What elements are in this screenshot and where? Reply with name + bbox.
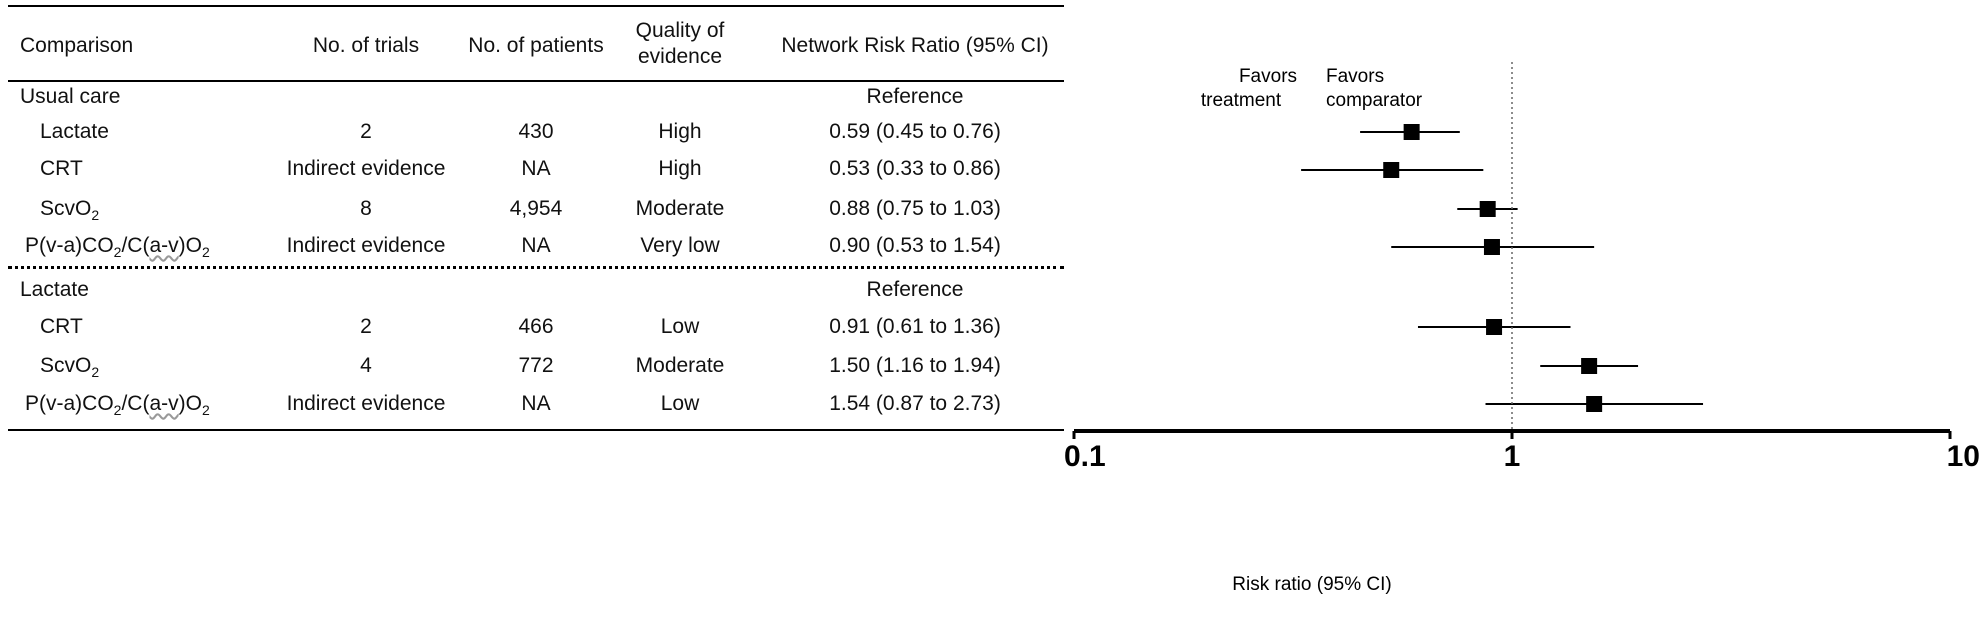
row-trials: 4 <box>360 354 372 377</box>
table-top-rule <box>8 5 1064 7</box>
row-label-subscript: 2 <box>113 402 122 419</box>
row-risk-ratio: 0.88 (0.75 to 1.03) <box>829 197 1001 220</box>
row-label: P(v-a)CO2/C(a-v)O2 <box>25 391 210 423</box>
row-label: P(v-a)CO2/C(a-v)O2 <box>25 233 210 265</box>
row-quality: Moderate <box>635 197 725 220</box>
row-trials: 2 <box>360 120 372 143</box>
row-risk-ratio: 0.91 (0.61 to 1.36) <box>829 315 1001 338</box>
row-trials: Indirect evidence <box>286 234 446 257</box>
row-label-part: )O <box>178 234 202 257</box>
row-label-subscript: 2 <box>91 207 100 224</box>
group-reference-value: Reference <box>866 85 964 108</box>
row-label-part: a-v <box>149 392 179 415</box>
row-label: ScvO2 <box>40 196 99 228</box>
favors-comparator-line1: Favors <box>1326 66 1384 87</box>
row-risk-ratio: 0.59 (0.45 to 0.76) <box>829 120 1001 143</box>
row-label-part: P(v-a)CO <box>25 392 114 415</box>
x-axis-title: Risk ratio (95% CI) <box>1232 574 1391 595</box>
point-estimate-marker <box>1479 201 1496 217</box>
header-quality-line2: evidence <box>637 45 723 68</box>
favors-treatment-line2: treatment <box>1201 90 1282 111</box>
row-quality: High <box>658 157 702 180</box>
row-patients: 4,954 <box>509 197 563 220</box>
header-trials: No. of trials <box>312 34 420 57</box>
header-patients: No. of patients <box>468 34 604 57</box>
row-quality: High <box>658 120 702 143</box>
row-patients: 430 <box>518 120 554 143</box>
table-header-rule <box>8 80 1064 82</box>
row-risk-ratio: 1.50 (1.16 to 1.94) <box>829 354 1001 377</box>
point-estimate-marker <box>1486 319 1503 335</box>
row-trials: 8 <box>360 197 372 220</box>
x-tick-label: 10 <box>1947 440 1980 473</box>
row-label-subscript: 2 <box>91 364 100 381</box>
row-label: Lactate <box>40 120 109 143</box>
point-estimate-marker <box>1403 124 1420 140</box>
row-quality: Low <box>660 315 700 338</box>
favors-comparator-line2: comparator <box>1326 90 1423 111</box>
x-tick-label: 0.1 <box>1064 440 1106 473</box>
row-label-subscript: 2 <box>201 244 210 261</box>
group-divider <box>8 266 1064 269</box>
group-reference-value: Reference <box>866 278 964 301</box>
row-label-part: /C( <box>121 234 150 257</box>
row-label: ScvO2 <box>40 353 99 385</box>
x-ticks: 0.1 1 10 <box>1064 431 1980 473</box>
row-patients: 772 <box>518 354 554 377</box>
row-label-part: a-v <box>149 234 179 257</box>
row-risk-ratio: 0.53 (0.33 to 0.86) <box>829 157 1001 180</box>
row-label-part: P(v-a)CO <box>25 234 114 257</box>
group-reference-label: Usual care <box>20 85 121 108</box>
header-quality-line1: Quality of <box>635 19 725 42</box>
row-patients: 466 <box>518 315 554 338</box>
forest-points <box>1301 124 1704 412</box>
point-estimate-marker <box>1586 396 1603 412</box>
favors-treatment-line1: Favors <box>1239 66 1297 87</box>
table-bottom-rule <box>8 429 1064 431</box>
row-label-subscript: 2 <box>113 244 122 261</box>
row-label-text: ScvO <box>40 354 92 377</box>
row-label-part: )O <box>178 392 202 415</box>
forest-plot: 0.1 1 10 Favors treatment Favors comparato… <box>1064 62 1980 595</box>
row-label: CRT <box>40 157 83 180</box>
row-patients: NA <box>521 157 551 180</box>
row-label-text: ScvO <box>40 197 92 220</box>
row-patients: NA <box>521 234 551 257</box>
row-risk-ratio: 1.54 (0.87 to 2.73) <box>829 392 1001 415</box>
row-risk-ratio: 0.90 (0.53 to 1.54) <box>829 234 1001 257</box>
row-trials: Indirect evidence <box>286 157 446 180</box>
row-trials: 2 <box>360 315 372 338</box>
group-reference-label: Lactate <box>20 278 89 301</box>
row-label-subscript: 2 <box>201 402 210 419</box>
row-quality: Low <box>660 392 700 415</box>
point-estimate-marker <box>1483 239 1500 255</box>
row-quality: Moderate <box>635 354 725 377</box>
row-label: CRT <box>40 315 83 338</box>
row-trials: Indirect evidence <box>286 392 446 415</box>
row-patients: NA <box>521 392 551 415</box>
row-label-part: /C( <box>121 392 150 415</box>
row-quality: Very low <box>640 234 720 257</box>
point-estimate-marker <box>1581 358 1598 374</box>
header-risk-ratio: Network Risk Ratio (95% CI) <box>781 34 1049 57</box>
header-comparison: Comparison <box>20 34 134 57</box>
x-tick-label: 1 <box>1504 440 1521 473</box>
point-estimate-marker <box>1383 162 1400 178</box>
